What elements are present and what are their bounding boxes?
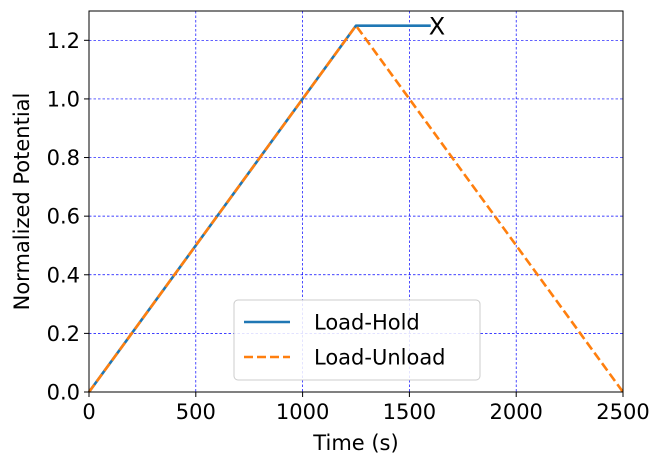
series-line-1 bbox=[87, 24, 625, 393]
annotation-marker-0: X bbox=[429, 13, 445, 41]
x-tick-label-5: 2500 bbox=[596, 400, 649, 424]
legend: Load-Hold Load-Unload bbox=[233, 299, 481, 381]
y-tick-label-3: 0.6 bbox=[47, 205, 80, 229]
y-tick-label-2: 0.4 bbox=[47, 263, 80, 287]
x-tick-label-2: 1000 bbox=[276, 400, 329, 424]
legend-label-0: Load-Hold bbox=[314, 311, 420, 335]
x-axis: 0 500 1000 1500 2000 2500 bbox=[82, 392, 650, 424]
x-tick-label-0: 0 bbox=[82, 400, 95, 424]
x-tick-label-1: 500 bbox=[176, 400, 216, 424]
y-axis: 0.0 0.2 0.4 0.6 0.8 1.0 1.2 bbox=[47, 29, 89, 405]
y-tick-label-4: 0.8 bbox=[47, 146, 80, 170]
y-tick-label-5: 1.0 bbox=[47, 87, 80, 111]
plot-frame bbox=[88, 10, 624, 393]
x-axis-label: Time (s) bbox=[312, 431, 398, 455]
legend-label-1: Load-Unload bbox=[314, 346, 446, 370]
x-tick-label-4: 2000 bbox=[489, 400, 542, 424]
legend-box bbox=[233, 299, 481, 381]
y-tick-label-0: 0.0 bbox=[47, 381, 80, 405]
x-tick-label-3: 1500 bbox=[383, 400, 436, 424]
y-tick-label-6: 1.2 bbox=[47, 29, 80, 53]
series-group bbox=[87, 24, 625, 393]
annotations: X bbox=[429, 13, 445, 41]
y-axis-label: Normalized Potential bbox=[10, 93, 34, 311]
y-tick-label-1: 0.2 bbox=[47, 322, 80, 346]
